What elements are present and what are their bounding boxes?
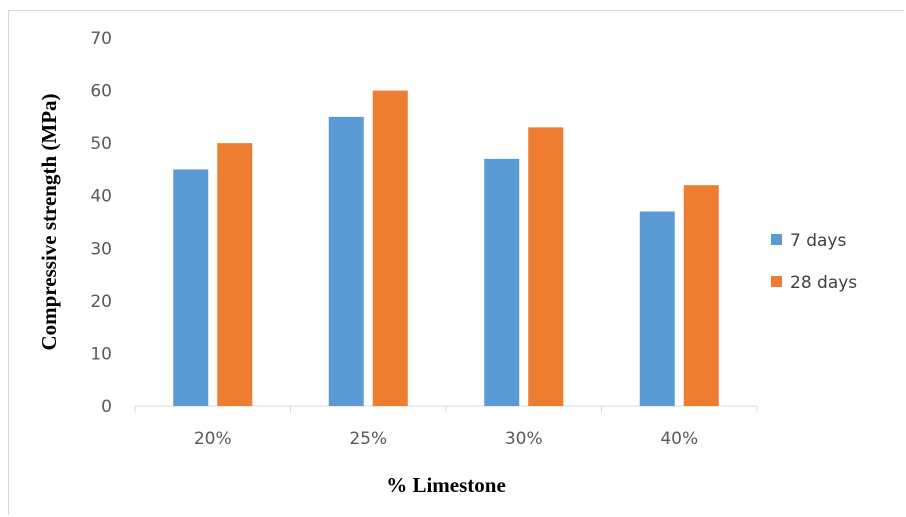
y-tick-label: 60 [90, 82, 112, 102]
x-tick-label: 25% [349, 429, 387, 449]
y-tick-label: 40 [90, 187, 112, 207]
x-tick-label: 20% [194, 429, 232, 449]
x-axis-ticks: 20% 25% 30% 40% [194, 429, 698, 449]
y-tick-label: 50 [90, 134, 112, 154]
legend: 7 days 28 days [771, 231, 857, 293]
bar-7-days-20pct [173, 169, 209, 406]
y-tick-label: 70 [90, 29, 112, 49]
y-tick-label: 20 [90, 292, 112, 312]
y-axis-title: Compressive strength (MPa) [37, 93, 61, 350]
x-tick-label: 30% [505, 429, 543, 449]
bar-28-days-40pct [683, 185, 719, 406]
bar-7-days-40pct [639, 211, 675, 406]
y-tick-label: 0 [101, 397, 112, 417]
legend-swatch-7-days [771, 234, 782, 245]
y-tick-label: 30 [90, 239, 112, 259]
bar-28-days-30pct [528, 127, 564, 406]
plot-area [134, 90, 758, 412]
y-axis-ticks: 0 10 20 30 40 50 60 70 [90, 29, 112, 417]
legend-label-28-days: 28 days [790, 273, 857, 293]
legend-swatch-28-days [771, 276, 782, 287]
bar-7-days-30pct [484, 158, 520, 406]
bar-28-days-25pct [372, 90, 408, 407]
x-axis-title: % Limestone [386, 473, 506, 497]
y-tick-label: 10 [90, 344, 112, 364]
chart-frame [8, 10, 904, 515]
bar-28-days-20pct [217, 143, 253, 406]
bar-7-days-25pct [328, 116, 364, 406]
legend-label-7-days: 7 days [790, 231, 846, 251]
x-tick-label: 40% [660, 429, 698, 449]
